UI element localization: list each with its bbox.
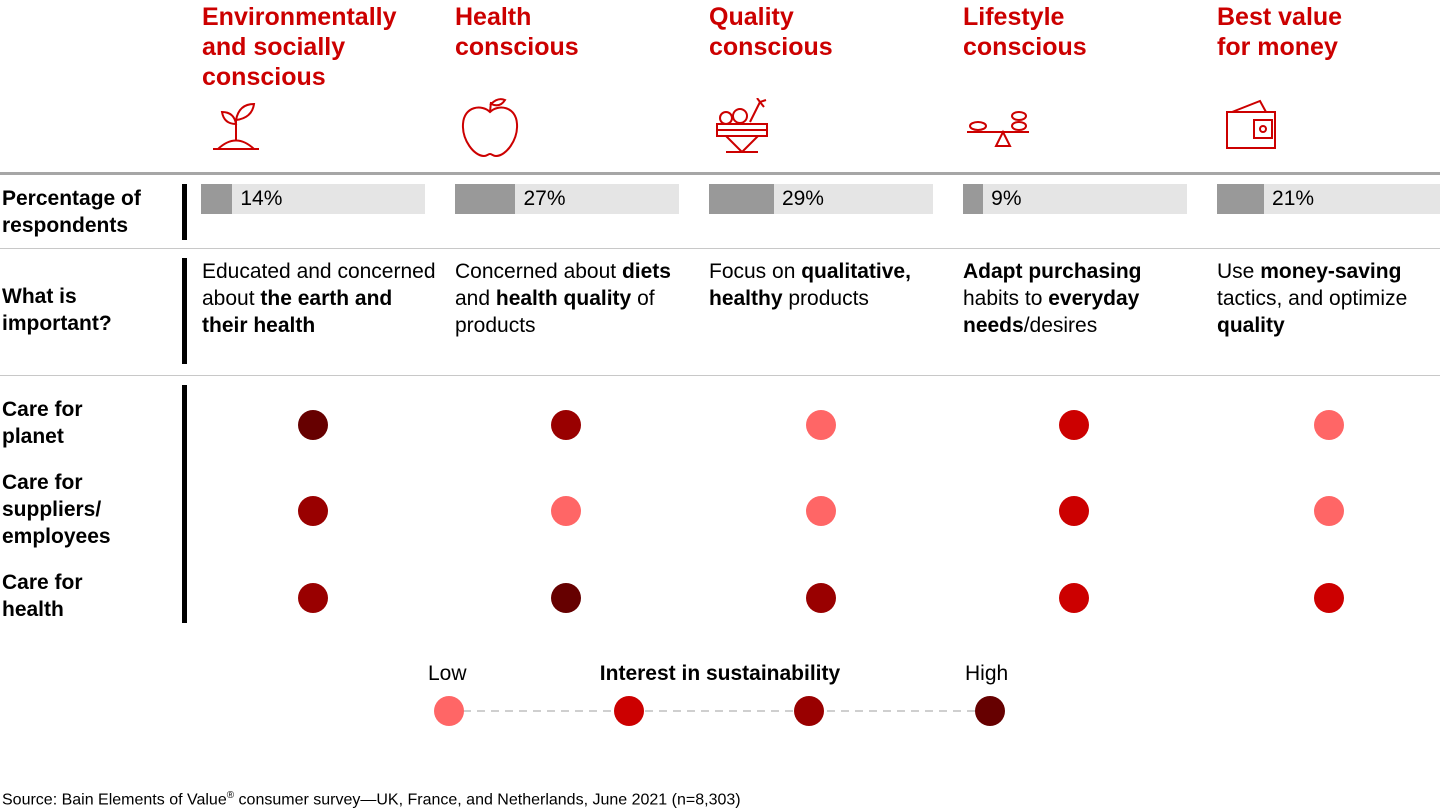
description-emphasis: everyday needs [963, 287, 1140, 337]
percentage-value: 9% [991, 187, 1022, 210]
source-note: Source: Bain Elements of Value® consumer… [2, 786, 741, 810]
percentage-bar-fill [963, 184, 984, 214]
header-divider [0, 172, 1440, 175]
description-emphasis: money-saving [1260, 260, 1402, 283]
planet-care-dot [551, 410, 581, 440]
description-emphasis: Adapt purchasing [963, 260, 1142, 283]
description-emphasis: quality [1217, 314, 1285, 337]
description-emphasis: the earth and their health [202, 287, 393, 337]
health-care-dot [551, 583, 581, 613]
percentage-value: 21% [1272, 187, 1315, 210]
legend-title: Interest in sustainability [599, 662, 841, 685]
percentage-bar-fill [1217, 184, 1265, 214]
description-text: habits to [963, 287, 1049, 310]
planet-care-dot [1059, 410, 1089, 440]
percentage-bar-fill [455, 184, 516, 214]
segment-description: Adapt purchasing habits to everyday need… [963, 258, 1193, 339]
description-text: and [455, 287, 496, 310]
segment-title: Health conscious [455, 3, 579, 61]
wallet-icon [1226, 99, 1276, 149]
segment-title: Best value for money [1217, 3, 1343, 61]
suppliers-care-dot [298, 496, 328, 526]
row-label-percentage: Percentage of respondents [2, 187, 141, 237]
row-label-suppliers: Care for suppliers/ employees [2, 471, 111, 548]
legend-dot [794, 696, 824, 726]
row-marker [182, 385, 187, 623]
suppliers-care-dot [1059, 496, 1089, 526]
percentage-bar: 29% [709, 184, 933, 214]
apple-icon [461, 98, 519, 158]
percentage-value: 27% [523, 187, 566, 210]
segment-description: Focus on qualitative, healthy products [709, 258, 929, 312]
suppliers-care-dot [551, 496, 581, 526]
percentage-bar-fill [709, 184, 774, 214]
row-divider [0, 248, 1440, 249]
health-care-dot [298, 583, 328, 613]
description-emphasis: health quality [495, 287, 632, 310]
planet-care-dot [806, 410, 836, 440]
source-text: Source: Bain Elements of Value [2, 791, 227, 809]
row-divider [0, 375, 1440, 376]
percentage-bar: 9% [963, 184, 1187, 214]
description-text: /desires [1023, 314, 1098, 337]
segment-title: Environmentally and socially conscious [202, 3, 397, 91]
segment-description: Educated and concerned about the earth a… [202, 258, 438, 339]
suppliers-care-dot [1314, 496, 1344, 526]
health-care-dot [1059, 583, 1089, 613]
legend-high-label: High [965, 662, 1009, 685]
percentage-bar: 27% [455, 184, 679, 214]
description-emphasis: diets [621, 260, 671, 283]
description-emphasis: qualitative, healthy [709, 260, 911, 310]
description-text: of products [455, 287, 655, 337]
legend-dot [614, 696, 644, 726]
description-text: Use [1217, 260, 1261, 283]
description-text: Focus on [709, 260, 802, 283]
segment-title: Quality conscious [709, 3, 833, 61]
health-care-dot [806, 583, 836, 613]
row-label-planet: Care for planet [2, 398, 83, 448]
row-label-health: Care for health [2, 571, 83, 621]
row-marker [182, 258, 187, 364]
source-text-rest: consumer survey—UK, France, and Netherla… [234, 791, 741, 809]
description-text: products [782, 287, 869, 310]
legend-low-label: Low [428, 662, 467, 685]
planet-care-dot [1314, 410, 1344, 440]
health-care-dot [1314, 583, 1344, 613]
legend-dot [975, 696, 1005, 726]
percentage-value: 14% [240, 187, 283, 210]
description-text: Educated and concerned about [202, 260, 436, 310]
registered-mark: ® [226, 790, 235, 801]
percentage-value: 29% [781, 187, 824, 210]
row-marker [182, 184, 187, 240]
plant-icon [213, 102, 259, 150]
planet-care-dot [298, 410, 328, 440]
suppliers-care-dot [806, 496, 836, 526]
percentage-bar-fill [201, 184, 233, 214]
description-text: Concerned about [455, 260, 622, 283]
segment-title: Lifestyle conscious [963, 3, 1087, 61]
produce-crate-icon [716, 98, 768, 153]
percentage-bar: 21% [1217, 184, 1440, 214]
legend-dot [434, 696, 464, 726]
balance-scale-icon [967, 111, 1029, 147]
percentage-bar: 14% [201, 184, 425, 214]
segment-description: Use money-saving tactics, and optimize q… [1217, 258, 1440, 339]
description-text: tactics, and optimize [1217, 287, 1408, 310]
row-label-important: What is important? [2, 285, 112, 335]
segment-description: Concerned about diets and health quality… [455, 258, 675, 339]
